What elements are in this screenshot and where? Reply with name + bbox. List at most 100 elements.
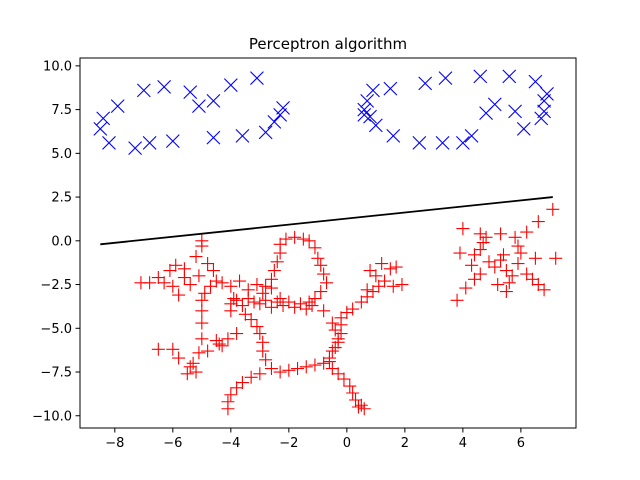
plus-marker-point <box>322 355 336 369</box>
plus-marker-point <box>511 257 525 271</box>
plus-marker-point <box>215 276 229 290</box>
plus-marker-point <box>473 227 487 241</box>
plus-marker-point <box>279 232 293 246</box>
plus-marker-point <box>453 246 467 260</box>
plus-marker-point <box>293 297 307 311</box>
plus-marker-point <box>267 264 281 278</box>
plus-marker-point <box>195 234 209 248</box>
plus-marker-point <box>195 316 209 330</box>
plus-marker-point <box>494 253 508 267</box>
plus-marker-point <box>499 264 513 278</box>
axes-frame <box>79 57 577 429</box>
plus-marker-point <box>189 365 203 379</box>
x-marker-point <box>142 135 157 150</box>
plus-marker-point <box>520 267 534 281</box>
plus-marker-point <box>209 274 223 288</box>
x-marker-point <box>438 71 453 86</box>
x-tick-label: 2 <box>401 436 409 451</box>
x-marker-point <box>192 99 206 113</box>
plus-marker-point <box>331 367 345 381</box>
plus-marker-point <box>459 281 473 295</box>
x-marker-point <box>250 71 264 86</box>
plus-marker-point <box>224 304 238 318</box>
plus-marker-point <box>528 251 542 265</box>
plus-marker-point <box>505 269 519 283</box>
x-marker-point <box>357 102 372 117</box>
x-marker-point <box>537 104 551 119</box>
plus-marker-point <box>299 360 313 374</box>
x-marker-point <box>540 86 554 101</box>
x-marker-point <box>473 69 488 84</box>
plus-marker-point <box>259 293 273 307</box>
plus-marker-point <box>465 258 479 272</box>
plus-marker-point <box>325 344 339 358</box>
x-marker-point <box>363 109 377 124</box>
x-tick-label: 4 <box>459 436 467 451</box>
plus-marker-point <box>395 278 409 292</box>
plus-marker-point <box>253 297 267 311</box>
plus-marker-point <box>496 248 510 262</box>
plus-marker-point <box>282 295 296 309</box>
plus-marker-point <box>296 232 310 246</box>
y-tick-label: −2.5 <box>40 278 72 293</box>
plus-marker-point <box>224 388 238 402</box>
plus-marker-point <box>366 285 380 299</box>
plus-marker-point <box>508 230 522 244</box>
y-tick-label: −5.0 <box>40 322 72 337</box>
plus-marker-point <box>189 250 203 264</box>
plus-marker-point <box>317 304 331 318</box>
plus-marker-point <box>354 295 368 309</box>
x-marker-point <box>366 83 380 98</box>
x-marker-point <box>206 93 221 108</box>
plus-marker-point <box>473 267 487 281</box>
plus-marker-point <box>244 313 258 327</box>
plus-marker-point <box>325 316 339 330</box>
plus-marker-point <box>549 251 563 265</box>
x-marker-point <box>110 99 125 113</box>
plus-marker-point <box>273 237 287 251</box>
plus-marker-point <box>244 370 258 384</box>
plus-marker-point <box>311 251 325 265</box>
plus-marker-point <box>233 274 247 288</box>
plus-marker-point <box>320 276 334 290</box>
plus-marker-point <box>288 230 302 244</box>
plus-marker-point <box>511 239 525 253</box>
plus-marker-point <box>250 278 264 292</box>
plus-marker-point <box>227 292 241 306</box>
plus-marker-point <box>157 276 171 290</box>
plus-marker-point <box>204 279 218 293</box>
x-marker-point <box>383 81 398 96</box>
x-marker-point <box>183 85 198 100</box>
plus-marker-point <box>230 381 244 395</box>
x-marker-point <box>360 93 375 108</box>
plus-marker-point <box>282 363 296 377</box>
x-marker-point <box>165 134 180 148</box>
x-marker-point <box>502 69 517 84</box>
plus-marker-point <box>151 271 165 285</box>
plus-marker-point <box>450 293 464 307</box>
plus-marker-point <box>259 353 273 367</box>
x-marker-point <box>157 79 172 94</box>
plus-marker-point <box>270 255 284 269</box>
x-marker-point <box>386 128 401 143</box>
plus-marker-point <box>520 225 534 239</box>
plus-marker-point <box>247 295 261 309</box>
plus-marker-point <box>343 379 357 393</box>
plus-marker-point <box>143 276 157 290</box>
x-marker-point <box>368 118 383 133</box>
plus-marker-point <box>241 292 255 306</box>
plus-marker-point <box>221 402 235 416</box>
plus-marker-point <box>195 304 209 318</box>
plus-marker-point <box>256 344 270 358</box>
plus-marker-point <box>224 279 238 293</box>
plus-marker-point <box>317 267 331 281</box>
x-marker-point <box>128 141 142 155</box>
plus-marker-point <box>328 323 342 337</box>
x-marker-point <box>455 135 470 150</box>
x-tick-label: 0 <box>343 436 351 451</box>
plus-marker-point <box>256 286 270 300</box>
y-tick-label: −7.5 <box>40 366 72 381</box>
x-marker-point <box>223 78 238 93</box>
